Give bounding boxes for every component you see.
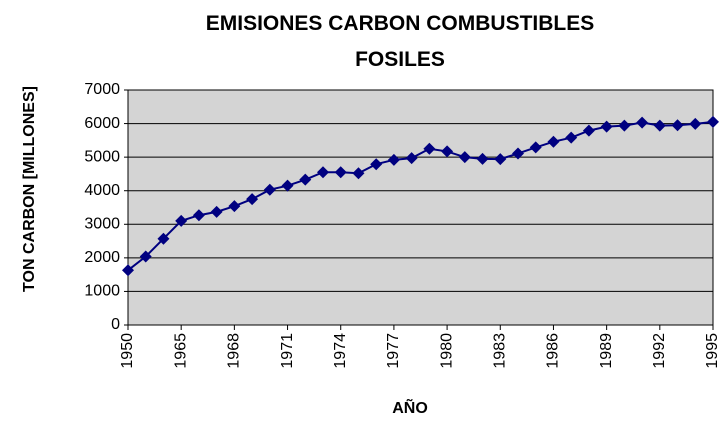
data-point — [352, 167, 365, 180]
x-tick-label: 1986 — [545, 333, 562, 369]
y-tick-label: 1000 — [84, 283, 120, 300]
data-point — [494, 153, 507, 166]
y-tick-label: 5000 — [84, 148, 120, 165]
data-point — [636, 116, 649, 129]
data-point — [299, 173, 312, 186]
data-point — [122, 264, 134, 277]
data-point — [707, 115, 719, 128]
y-tick-label: 3000 — [84, 216, 120, 233]
data-point — [565, 131, 578, 144]
data-point — [281, 179, 294, 192]
data-point — [246, 193, 259, 206]
data-point — [263, 183, 276, 196]
data-point — [228, 200, 241, 213]
data-point — [476, 152, 489, 165]
data-point — [370, 158, 383, 171]
data-point — [441, 145, 454, 158]
data-point — [175, 214, 188, 227]
y-tick-label: 0 — [111, 316, 120, 333]
data-point — [334, 166, 347, 179]
y-tick-label: 4000 — [84, 182, 120, 199]
data-point — [671, 119, 684, 132]
data-point — [405, 152, 418, 165]
data-point — [600, 120, 613, 133]
data-point — [689, 117, 702, 130]
data-point — [529, 141, 542, 154]
data-point — [512, 147, 524, 160]
data-point — [423, 142, 436, 155]
data-point — [653, 119, 666, 132]
data-point — [387, 153, 400, 166]
data-line — [127, 120, 714, 272]
x-tick-label: 1977 — [385, 333, 402, 369]
x-tick-label: 1971 — [279, 333, 296, 369]
data-point — [157, 232, 170, 245]
data-point — [139, 250, 152, 263]
x-tick-label: 1995 — [704, 333, 719, 369]
y-tick-label: 6000 — [84, 115, 120, 132]
data-point — [317, 166, 329, 179]
data-point — [547, 135, 560, 148]
x-tick-label: 1968 — [226, 333, 243, 369]
x-tick-label: 1989 — [598, 333, 615, 369]
x-tick-label: 1992 — [651, 333, 668, 369]
data-point — [618, 119, 631, 132]
x-tick-label: 1980 — [438, 333, 455, 369]
y-axis-label: TON CARBON [MILLONES] — [21, 86, 38, 292]
plot-area — [127, 89, 714, 326]
y-tick-label: 7000 — [84, 81, 120, 98]
x-tick-label: 1983 — [491, 333, 508, 369]
chart-title: EMISIONES CARBON COMBUSTIBLES FOSILES — [205, 12, 595, 71]
x-tick-label: 1950 — [119, 333, 136, 369]
x-axis-label: AÑO — [392, 400, 428, 417]
data-point — [582, 124, 595, 137]
x-tick-label: 1974 — [332, 333, 349, 369]
x-tick-label: 1965 — [172, 333, 189, 369]
data-point — [192, 209, 205, 222]
y-tick-label: 2000 — [84, 249, 120, 266]
data-point — [210, 205, 223, 218]
data-point — [458, 151, 471, 164]
